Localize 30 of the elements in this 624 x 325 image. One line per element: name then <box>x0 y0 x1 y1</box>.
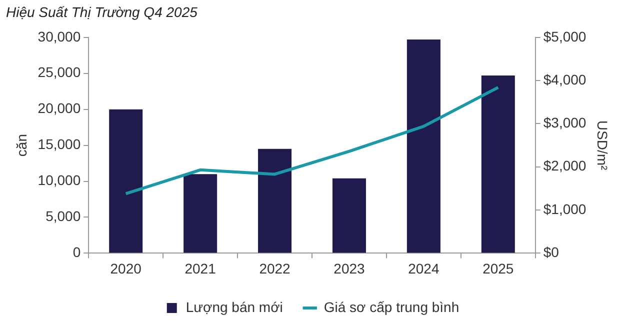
bar <box>109 109 143 253</box>
x-tick-label: 2020 <box>110 260 142 276</box>
y2-tick-label: $3,000 <box>543 114 586 131</box>
y-tick-label: 20,000 <box>38 100 81 116</box>
x-tick-label: 2024 <box>408 260 440 276</box>
y-tick-label: 10,000 <box>38 172 81 188</box>
bar <box>406 40 440 253</box>
legend-label: Lượng bán mới <box>186 298 283 315</box>
bar <box>332 178 366 253</box>
y-tick-label: 5,000 <box>46 208 81 224</box>
y2-tick-label: $0 <box>543 244 560 260</box>
x-tick-label: 2023 <box>334 260 366 276</box>
y2-tick-label: $2,000 <box>543 158 586 174</box>
y-tick-label: 25,000 <box>38 64 81 80</box>
y2-tick-label: $1,000 <box>543 200 586 217</box>
y2-axis-title: USD/m² <box>594 120 611 171</box>
y-tick-label: 30,000 <box>38 28 81 44</box>
x-tick-label: 2025 <box>482 260 514 276</box>
legend-label: Giá sơ cấp trung bình <box>324 298 460 315</box>
bar <box>481 76 515 253</box>
y-axis-title: căn <box>13 134 30 157</box>
y-tick-label: 0 <box>72 244 81 260</box>
x-tick-label: 2022 <box>259 260 291 276</box>
chart-title: Hiệu Suất Thị Trường Q4 2025 <box>6 4 198 20</box>
y2-tick-label: $5,000 <box>543 28 586 44</box>
y-tick-label: 15,000 <box>38 136 81 152</box>
y2-tick-label: $4,000 <box>543 71 586 88</box>
bar <box>258 148 292 253</box>
x-tick-label: 2021 <box>184 260 216 276</box>
bar <box>184 174 218 253</box>
